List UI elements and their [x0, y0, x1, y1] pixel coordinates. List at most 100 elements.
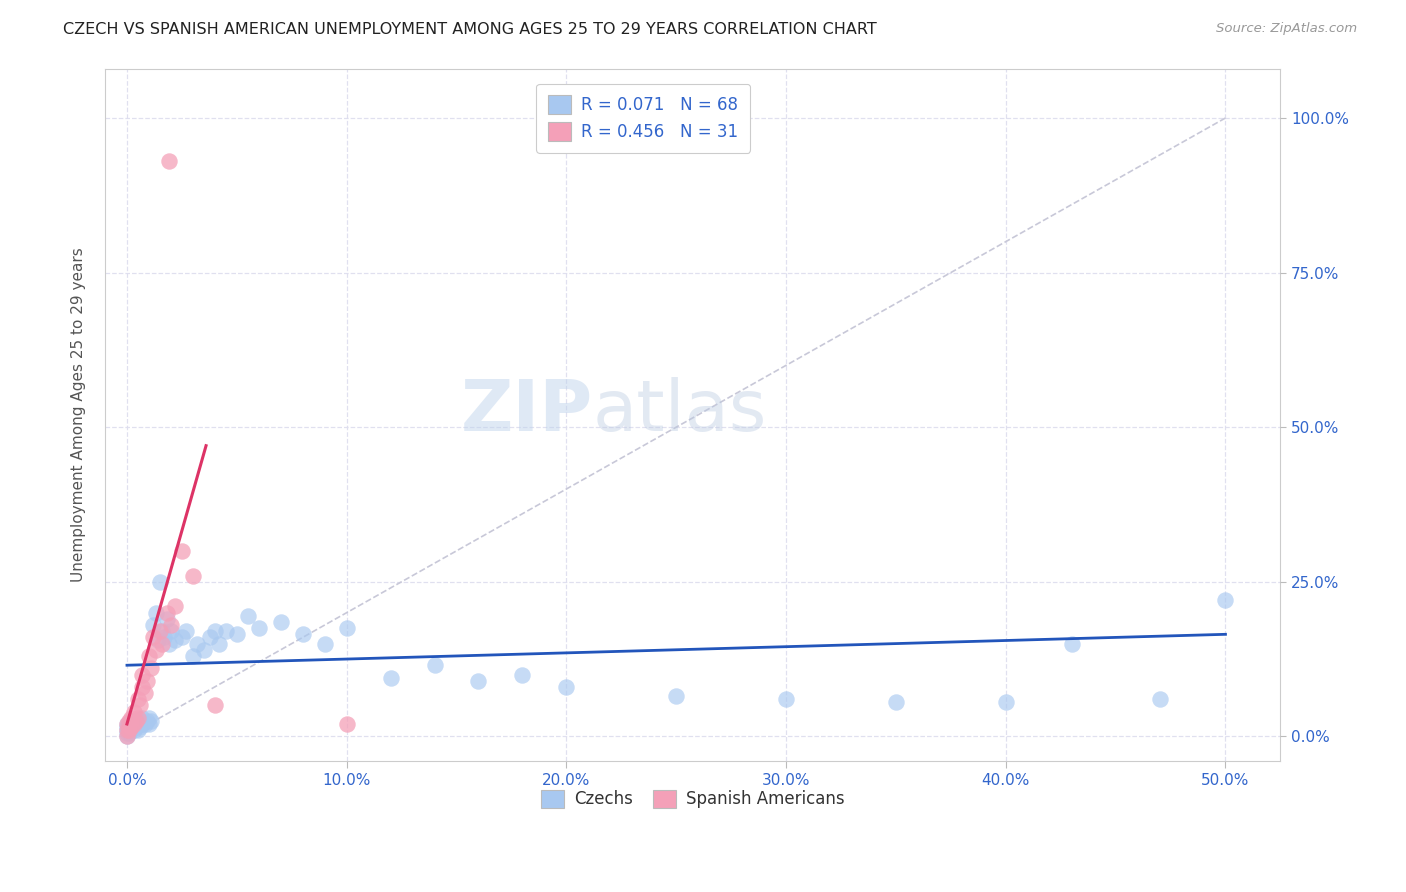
Point [170, 631, 193, 645]
Point [127, 692, 149, 706]
Point [127, 714, 149, 728]
Point [134, 686, 156, 700]
Point [138, 717, 160, 731]
Point [118, 720, 141, 734]
Point [204, 698, 226, 713]
Point [142, 631, 165, 645]
Legend: Czechs, Spanish Americans: Czechs, Spanish Americans [534, 783, 852, 815]
Point [336, 717, 359, 731]
Point [145, 642, 167, 657]
Point [134, 717, 156, 731]
Point [149, 574, 172, 589]
Point [120, 717, 142, 731]
Point [115, 717, 138, 731]
Point [131, 711, 153, 725]
Point [555, 680, 578, 694]
Point [142, 618, 165, 632]
Point [157, 154, 180, 169]
Point [135, 714, 157, 728]
Point [118, 723, 141, 738]
Point [512, 667, 534, 681]
Point [1215, 593, 1237, 607]
Point [314, 637, 336, 651]
Point [135, 673, 157, 688]
Point [153, 631, 176, 645]
Point [994, 695, 1017, 709]
Point [200, 631, 222, 645]
Point [157, 637, 180, 651]
Point [120, 720, 142, 734]
Point [884, 695, 907, 709]
Point [150, 637, 173, 651]
Text: atlas: atlas [593, 376, 768, 446]
Point [129, 714, 152, 728]
Text: CZECH VS SPANISH AMERICAN UNEMPLOYMENT AMONG AGES 25 TO 29 YEARS CORRELATION CHA: CZECH VS SPANISH AMERICAN UNEMPLOYMENT A… [63, 22, 877, 37]
Point [138, 711, 160, 725]
Point [115, 726, 138, 740]
Point [122, 705, 145, 719]
Point [204, 624, 226, 639]
Point [122, 723, 145, 738]
Point [336, 621, 359, 635]
Point [291, 627, 314, 641]
Point [127, 711, 149, 725]
Point [1149, 692, 1171, 706]
Point [160, 624, 183, 639]
Point [115, 723, 138, 738]
Point [775, 692, 797, 706]
Point [125, 717, 148, 731]
Point [122, 720, 145, 734]
Point [129, 720, 152, 734]
Point [131, 717, 153, 731]
Point [150, 624, 173, 639]
Point [155, 606, 177, 620]
Point [181, 568, 204, 582]
Point [165, 633, 187, 648]
Point [247, 621, 270, 635]
Point [122, 717, 145, 731]
Point [129, 698, 152, 713]
Point [120, 723, 142, 738]
Point [115, 723, 138, 738]
Point [186, 637, 208, 651]
Text: ZIP: ZIP [461, 376, 593, 446]
Point [1060, 637, 1083, 651]
Point [131, 680, 153, 694]
Point [225, 627, 247, 641]
Point [146, 633, 169, 648]
Point [118, 723, 141, 738]
Point [270, 615, 292, 629]
Point [120, 711, 142, 725]
Point [115, 720, 138, 734]
Point [139, 661, 162, 675]
Text: Source: ZipAtlas.com: Source: ZipAtlas.com [1216, 22, 1357, 36]
Point [127, 718, 149, 732]
Point [467, 673, 489, 688]
Point [208, 637, 231, 651]
Point [215, 624, 238, 639]
Point [127, 723, 149, 738]
Point [131, 667, 153, 681]
Point [149, 624, 172, 639]
Point [118, 726, 141, 740]
Point [236, 608, 259, 623]
Point [170, 544, 193, 558]
Point [115, 729, 138, 743]
Point [118, 717, 141, 731]
Point [165, 599, 187, 614]
Point [122, 717, 145, 731]
Point [181, 648, 204, 663]
Point [174, 624, 197, 639]
Point [139, 714, 162, 728]
Point [160, 618, 183, 632]
Point [120, 714, 142, 728]
Point [115, 717, 138, 731]
Point [155, 612, 177, 626]
Point [115, 729, 138, 743]
Y-axis label: Unemployment Among Ages 25 to 29 years: Unemployment Among Ages 25 to 29 years [72, 247, 86, 582]
Point [125, 714, 148, 728]
Point [423, 658, 446, 673]
Point [145, 606, 167, 620]
Point [118, 714, 141, 728]
Point [193, 642, 215, 657]
